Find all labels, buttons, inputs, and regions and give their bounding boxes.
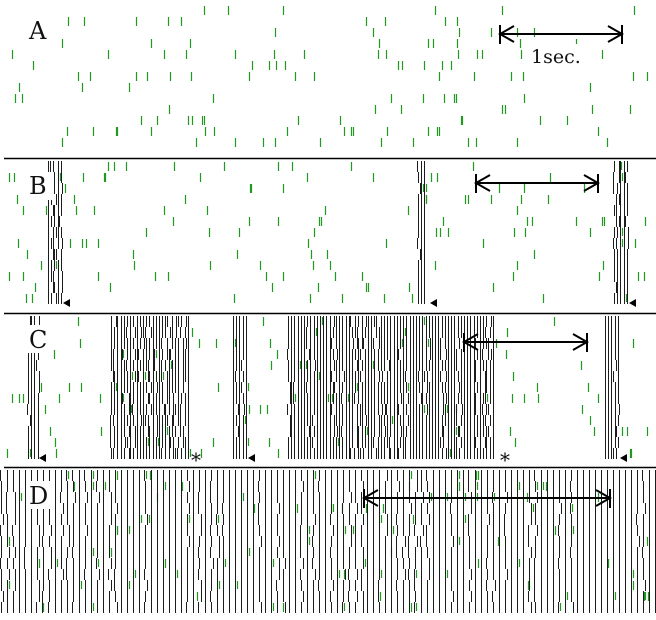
burst-marker-triangle bbox=[63, 299, 70, 307]
burst-marker-triangle bbox=[248, 454, 255, 462]
burst-marker-triangle bbox=[629, 299, 636, 307]
burst-marker-triangle bbox=[39, 454, 46, 462]
scale-bar-label: 1sec. bbox=[531, 46, 581, 68]
scale-bar-a bbox=[497, 25, 625, 44]
label-backdrop bbox=[28, 172, 52, 200]
label-backdrop bbox=[28, 16, 52, 44]
scale-bar-b bbox=[473, 174, 601, 193]
burst-marker-triangle bbox=[430, 299, 437, 307]
burst-marker-triangle bbox=[620, 454, 627, 462]
label-backdrop bbox=[28, 325, 52, 353]
panel-label-d: D bbox=[29, 482, 48, 510]
scale-label-backdrop bbox=[526, 44, 596, 68]
panel-label-a: A bbox=[28, 17, 47, 45]
panel-d-spikes bbox=[0, 470, 656, 613]
scale-bar-d bbox=[361, 489, 613, 508]
asterisk-marker: * bbox=[191, 448, 201, 472]
panel-label-b: B bbox=[29, 172, 47, 200]
asterisk-marker: * bbox=[500, 448, 510, 472]
panel-c-spikes bbox=[6, 316, 649, 459]
panel-a-spikes bbox=[11, 6, 649, 147]
label-backdrop bbox=[28, 481, 52, 509]
event-markers: * * bbox=[39, 299, 636, 472]
scale-bar-c bbox=[461, 333, 590, 352]
panel-label-c: C bbox=[29, 326, 47, 354]
